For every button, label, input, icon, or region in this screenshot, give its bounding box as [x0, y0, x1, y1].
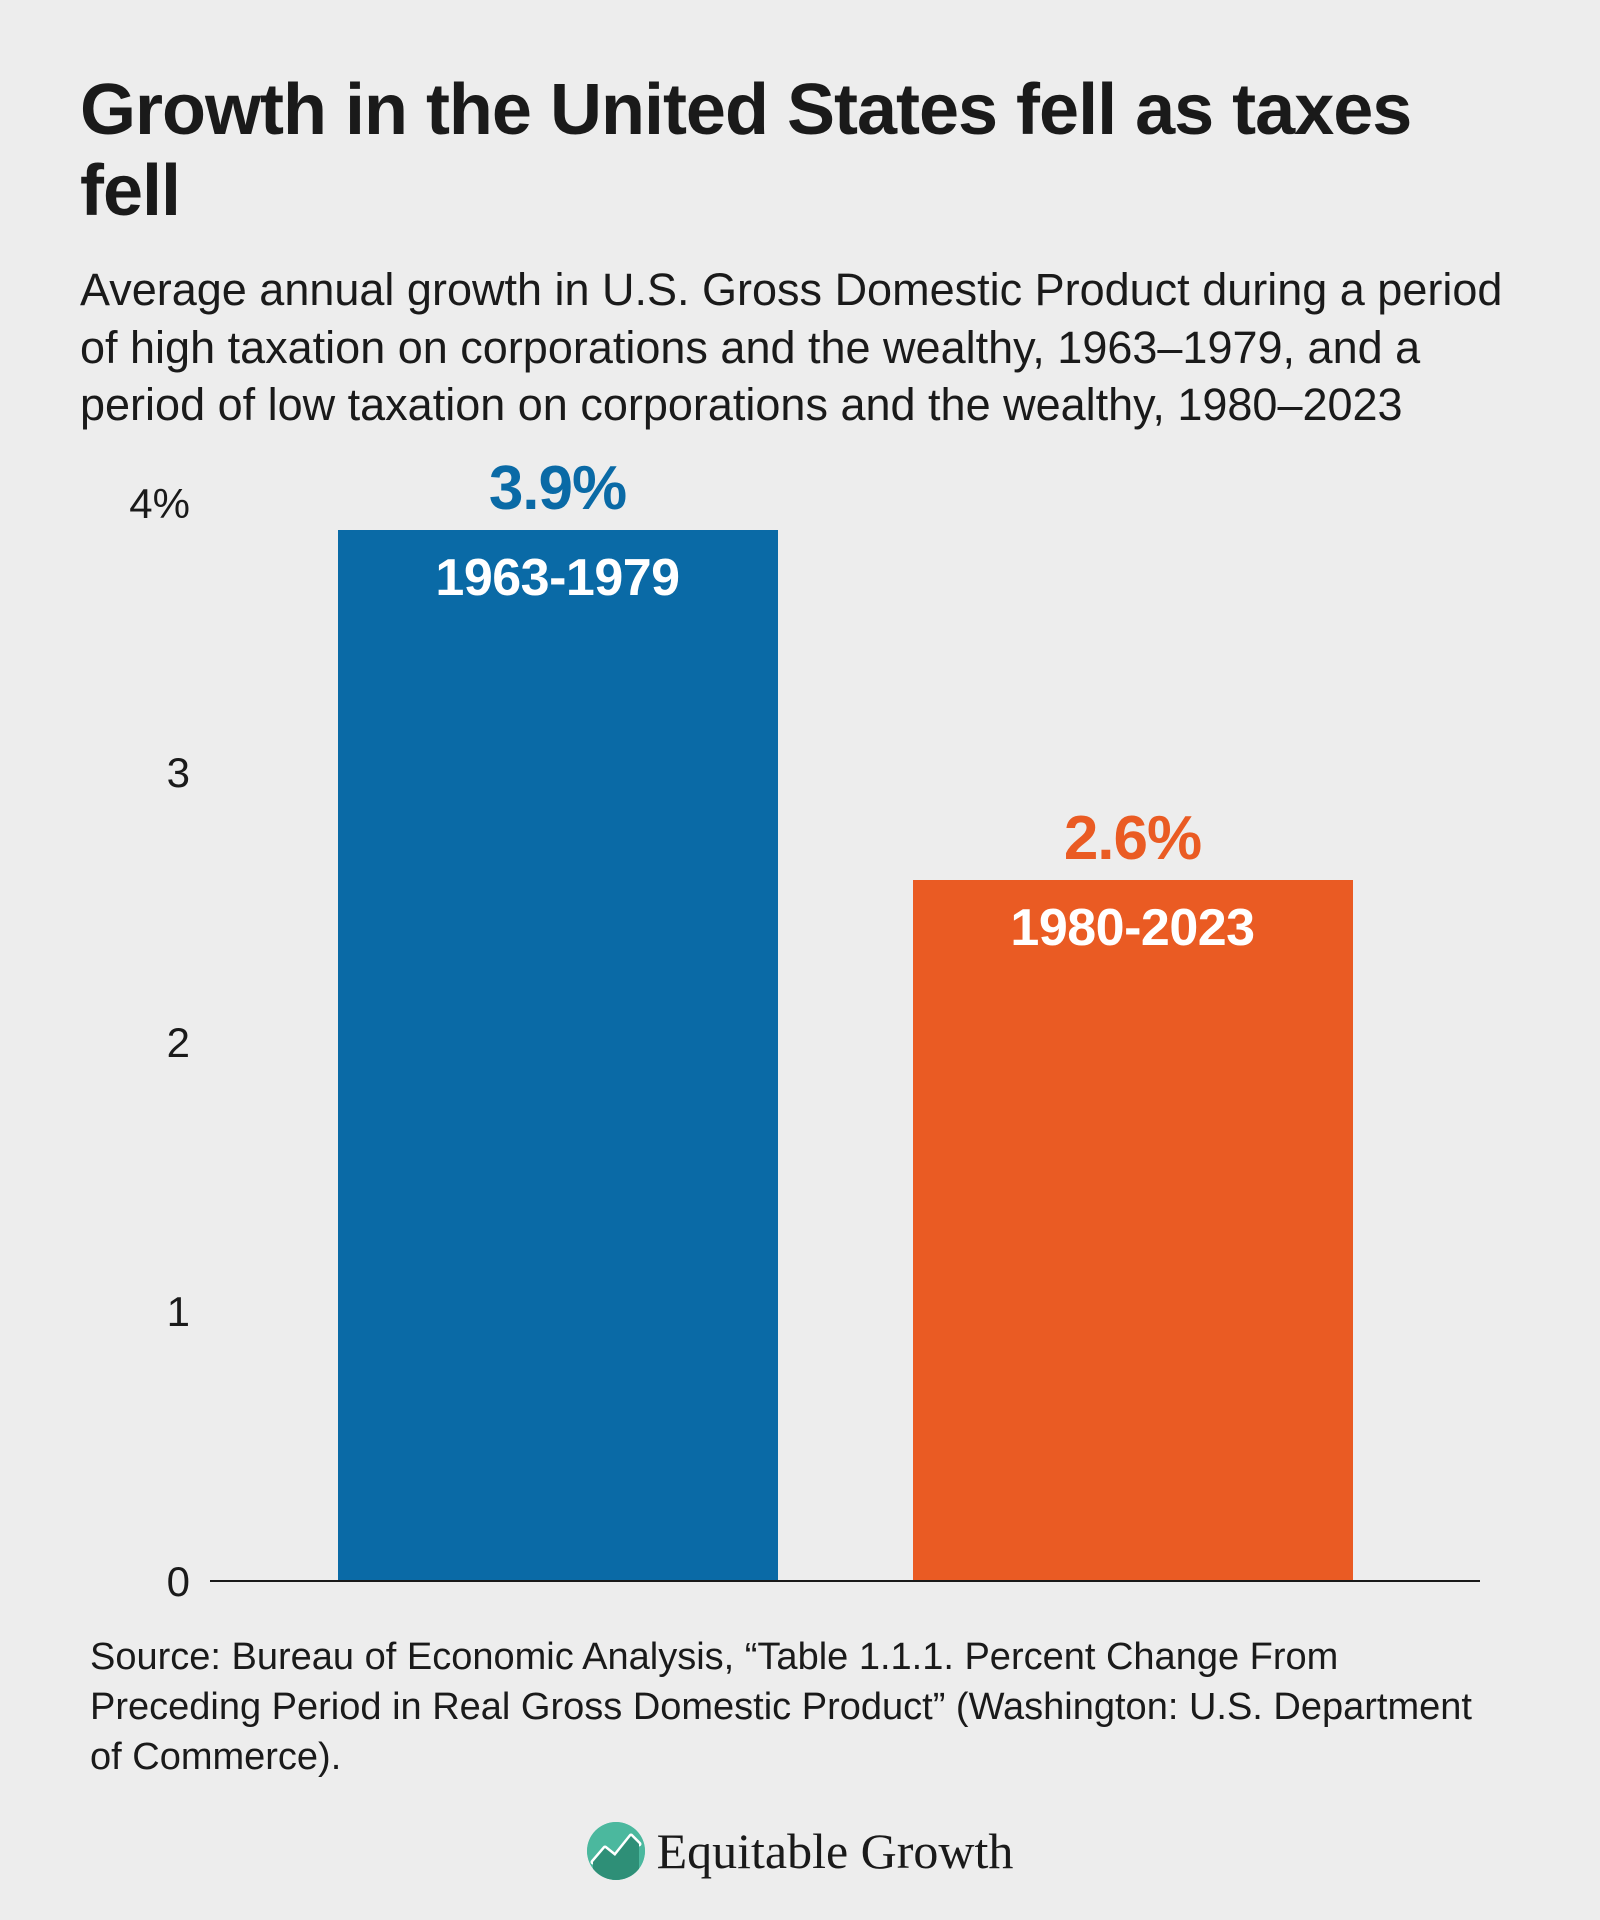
footer-logo: Equitable Growth: [80, 1822, 1520, 1880]
y-tick: 1: [167, 1288, 190, 1336]
y-tick: 4%: [129, 480, 190, 528]
brand-name: Equitable Growth: [657, 1822, 1014, 1880]
y-tick: 3: [167, 749, 190, 797]
chart-subtitle: Average annual growth in U.S. Gross Dome…: [80, 261, 1520, 434]
plot-area: 3.9%1963-19792.6%1980-2023: [210, 504, 1480, 1582]
brand-logo-icon: [587, 1822, 645, 1880]
bar-group: 3.9% 1963-1979: [338, 453, 778, 1579]
y-axis: 01234%: [100, 504, 210, 1582]
bar-period-label: 1963-1979: [338, 548, 778, 608]
y-tick: 0: [167, 1558, 190, 1606]
y-tick: 2: [167, 1019, 190, 1067]
bar-group: 2.6% 1980-2023: [913, 803, 1353, 1579]
bar-value-label: 3.9%: [489, 453, 626, 524]
bar: 1963-1979: [338, 530, 778, 1579]
chart-title: Growth in the United States fell as taxe…: [80, 70, 1520, 231]
bar-value-label: 2.6%: [1064, 803, 1201, 874]
bar: 1980-2023: [913, 880, 1353, 1579]
chart-area: 01234% 3.9%1963-19792.6%1980-2023: [100, 504, 1480, 1582]
source-citation: Source: Bureau of Economic Analysis, “Ta…: [80, 1632, 1520, 1782]
bar-period-label: 1980-2023: [913, 898, 1353, 958]
